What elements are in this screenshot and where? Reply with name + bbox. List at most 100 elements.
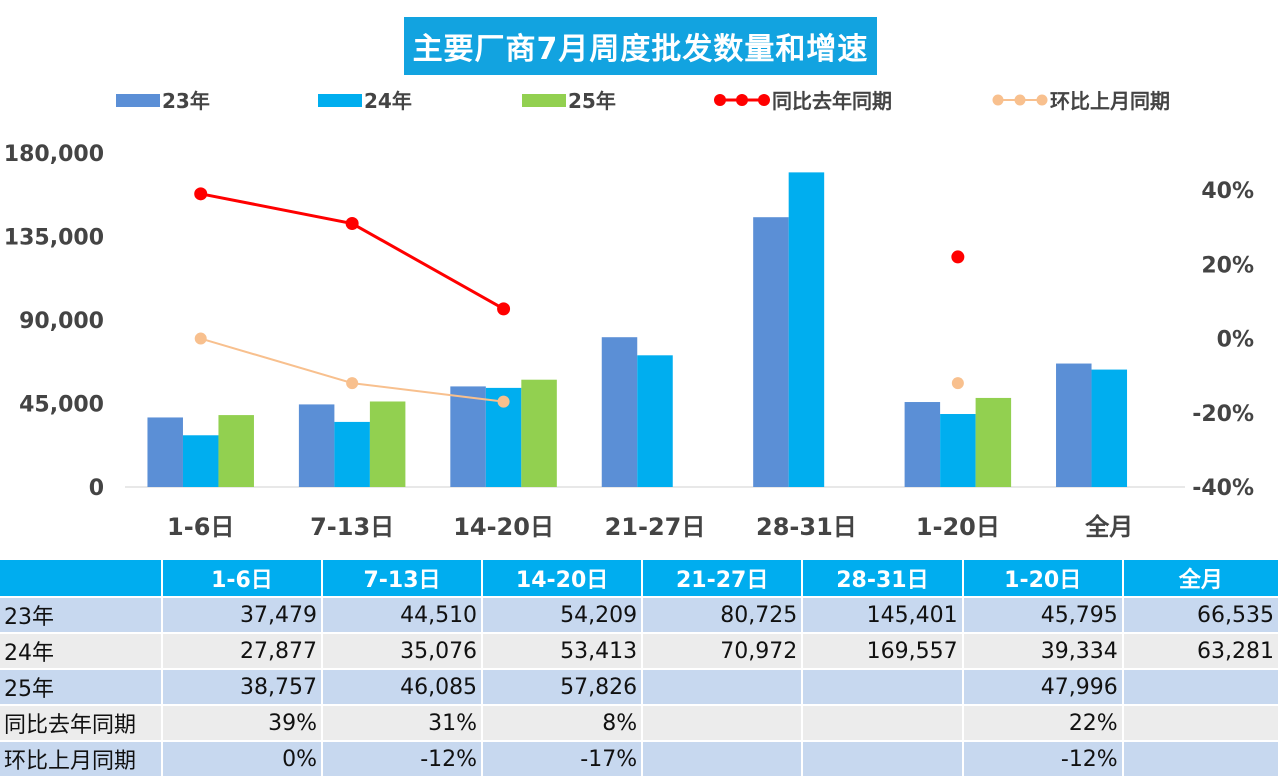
bar-25年 (218, 415, 254, 487)
table-cell: 39,334 (962, 632, 1124, 669)
table-cell: 35,076 (321, 632, 484, 669)
table-cell: 44,510 (321, 596, 484, 633)
table-cell: 53,413 (482, 632, 644, 669)
bar-25年 (521, 379, 557, 487)
table-header-row: 1-6日 7-13日 14-20日 21-27日 28-31日 1-20日 全月 (0, 560, 1280, 597)
table-cell: -17% (482, 740, 644, 776)
right-tick-label: -40% (1192, 476, 1254, 501)
legend-swatch-25年 (522, 94, 566, 107)
bar-23年 (601, 337, 638, 487)
bar-23年 (753, 217, 789, 487)
table-cell (802, 740, 964, 776)
marker-环比上月同期 (951, 377, 964, 390)
category-label: 7-13日 (310, 513, 394, 541)
category-label: 1-6日 (167, 513, 234, 541)
marker-环比上月同期 (194, 332, 207, 345)
table-cell: 70,972 (642, 632, 804, 669)
category-label: 全月 (1084, 513, 1133, 541)
table-header-cell: 7-13日 (321, 560, 484, 597)
table-cell (1122, 668, 1280, 705)
marker-同比去年同期 (194, 187, 208, 201)
legend-marker-同比去年同期 (758, 94, 770, 106)
table-cell (642, 668, 804, 705)
combo-chart: 0 45,000 90,000 135,000 180,000 -40% -20% 0% 20%… (4, 89, 1254, 541)
row-label: 23年 (0, 596, 163, 633)
left-tick-label: 180,000 (4, 142, 104, 167)
table-cell (1122, 740, 1280, 776)
bar-23年 (147, 417, 183, 487)
table-row: 同比去年同期 39% 31% 8% 22% (0, 704, 1280, 741)
left-tick-label: 0 (89, 476, 104, 501)
table-cell: 8% (482, 704, 644, 741)
legend-label: 23年 (162, 89, 210, 113)
legend-marker-同比去年同期 (714, 94, 726, 106)
table-cell: 31% (321, 704, 484, 741)
line-同比去年同期 (200, 192, 505, 311)
marker-同比去年同期 (951, 250, 965, 264)
table-cell: 169,557 (802, 632, 964, 669)
table-row: 25年 38,757 46,085 57,826 47,996 (0, 668, 1280, 705)
row-label: 同比去年同期 (0, 704, 163, 741)
bar-25年 (369, 401, 406, 487)
marker-同比去年同期 (345, 217, 359, 231)
table-cell: -12% (962, 740, 1124, 776)
legend-label: 24年 (364, 89, 412, 113)
table-cell: 54,209 (482, 596, 644, 633)
legend-label: 25年 (568, 89, 616, 113)
table-header-cell: 1-20日 (962, 560, 1124, 597)
row-label: 24年 (0, 632, 163, 669)
legend-marker-同比去年同期 (736, 94, 748, 106)
table-cell: 37,479 (161, 596, 323, 633)
bar-24年 (788, 172, 825, 487)
table-cell: 80,725 (642, 596, 804, 633)
table-header-cell (0, 560, 163, 597)
chart-area: 0 45,000 90,000 135,000 180,000 -40% -20% 0% 20%… (4, 17, 1254, 541)
category-label: 1-20日 (916, 513, 1000, 541)
table-cell (1122, 704, 1280, 741)
table-row: 23年 37,479 44,510 54,209 80,725 145,401 45,795… (0, 596, 1280, 633)
legend-marker-环比上月同期 (1036, 94, 1048, 106)
table-cell (642, 704, 804, 741)
table-row: 24年 27,877 35,076 53,413 70,972 169,557 39,334… (0, 632, 1280, 669)
row-label: 25年 (0, 668, 163, 705)
table-cell: 45,795 (962, 596, 1124, 633)
marker-环比上月同期 (497, 395, 510, 408)
table-header-cell: 全月 (1122, 560, 1280, 597)
table-cell: 46,085 (321, 668, 484, 705)
table-cell (642, 740, 804, 776)
table-cell: 66,535 (1122, 596, 1280, 633)
table-cell: 22% (962, 704, 1124, 741)
right-tick-label: 20% (1201, 253, 1254, 278)
table-row: 环比上月同期 0% -12% -17% -12% (0, 740, 1280, 776)
chart-title: 主要厂商7月周度批发数量和增速 (404, 17, 877, 75)
left-tick-label: 135,000 (4, 226, 104, 251)
right-tick-label: -20% (1192, 402, 1254, 427)
table-cell: 39% (161, 704, 323, 741)
bar-25年 (975, 397, 1012, 487)
bar-23年 (298, 404, 335, 487)
marker-同比去年同期 (497, 302, 511, 316)
row-label: 环比上月同期 (0, 740, 163, 776)
table-cell: 27,877 (161, 632, 323, 669)
bar-23年 (450, 386, 486, 487)
bar-23年 (904, 402, 941, 487)
legend-marker-环比上月同期 (992, 94, 1004, 106)
left-tick-label: 45,000 (19, 393, 104, 418)
table-cell: 145,401 (802, 596, 964, 633)
table-header-cell: 1-6日 (161, 560, 323, 597)
table-cell: 38,757 (161, 668, 323, 705)
legend-marker-环比上月同期 (1014, 94, 1026, 106)
table-cell: -12% (321, 740, 484, 776)
marker-环比上月同期 (346, 377, 359, 390)
data-table: 1-6日 7-13日 14-20日 21-27日 28-31日 1-20日 全月 23年 37… (0, 560, 1280, 776)
bar-24年 (334, 421, 370, 487)
legend-label: 同比去年同期 (772, 89, 892, 113)
bar-24年 (637, 355, 673, 487)
left-tick-label: 90,000 (19, 309, 104, 334)
table-cell (802, 668, 964, 705)
category-label: 21-27日 (605, 513, 706, 541)
legend-label: 环比上月同期 (1050, 89, 1170, 113)
table-cell: 0% (161, 740, 323, 776)
category-label: 14-20日 (453, 513, 554, 541)
table-cell (802, 704, 964, 741)
